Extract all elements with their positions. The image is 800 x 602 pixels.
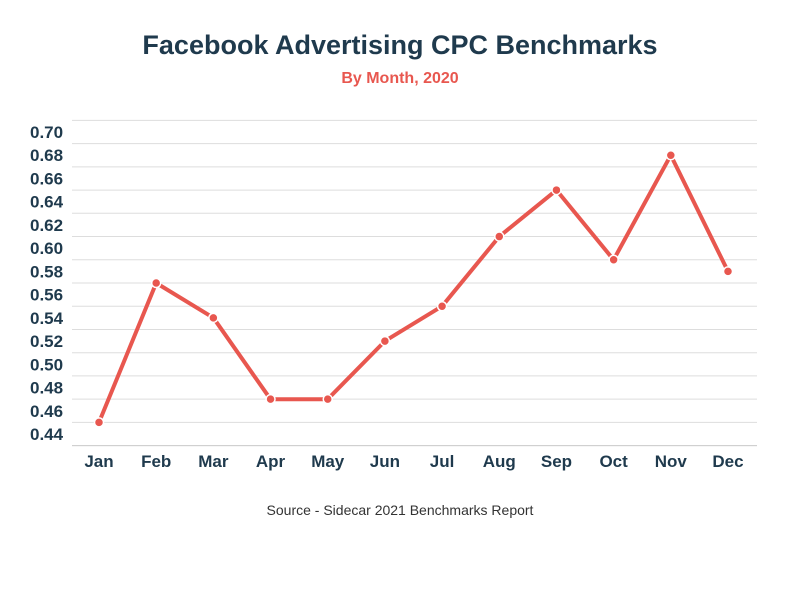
data-point (665, 149, 677, 161)
series-line (97, 153, 730, 425)
x-tick-label: Jul (430, 452, 455, 471)
data-point (322, 393, 333, 405)
x-tick-label: May (311, 452, 345, 471)
data-point (93, 417, 105, 428)
y-axis-ticks: 0.70 0.68 0.66 0.64 0.62 0.60 0.58 0.56 0.54 0.52… (30, 123, 64, 444)
grid-lines (72, 119, 757, 447)
y-tick-label: 0.60 (30, 239, 63, 258)
chart-source: Source - Sidecar 2021 Benchmarks Report (266, 502, 534, 518)
x-tick-label: Jan (84, 452, 113, 471)
data-point (208, 312, 219, 324)
data-point (150, 277, 162, 289)
x-tick-label: Jun (370, 452, 400, 471)
data-point (551, 184, 562, 196)
y-tick-label: 0.48 (30, 379, 63, 398)
y-tick-label: 0.50 (30, 355, 63, 374)
y-tick-label: 0.64 (30, 193, 64, 212)
x-tick-label: Aug (483, 452, 516, 471)
x-tick-label: Dec (712, 452, 743, 471)
x-tick-label: Feb (141, 452, 171, 471)
y-tick-label: 0.46 (30, 402, 63, 421)
data-point (379, 335, 391, 347)
y-tick-label: 0.68 (30, 146, 63, 165)
y-tick-label: 0.70 (30, 123, 63, 142)
y-tick-label: 0.58 (30, 262, 63, 281)
chart-title: Facebook Advertising CPC Benchmarks (142, 30, 658, 60)
data-point (608, 254, 619, 266)
y-tick-label: 0.44 (30, 425, 64, 444)
x-tick-label: Nov (655, 452, 688, 471)
x-tick-label: Oct (599, 452, 628, 471)
series-cpc (93, 149, 734, 428)
y-tick-label: 0.56 (30, 286, 63, 305)
y-tick-label: 0.54 (30, 309, 64, 328)
data-point (722, 266, 734, 277)
data-point (265, 393, 276, 405)
x-tick-label: Apr (256, 452, 286, 471)
y-tick-label: 0.66 (30, 169, 63, 188)
chart-subtitle: By Month, 2020 (341, 70, 459, 87)
x-axis-ticks: Jan Feb Mar Apr May Jun Jul Aug Sep Oct Nov Dec (84, 452, 743, 471)
x-tick-label: Sep (541, 452, 572, 471)
y-tick-label: 0.62 (30, 216, 63, 235)
y-tick-label: 0.52 (30, 332, 63, 351)
data-point (494, 231, 505, 242)
data-point (436, 300, 448, 312)
x-tick-label: Mar (198, 452, 229, 471)
